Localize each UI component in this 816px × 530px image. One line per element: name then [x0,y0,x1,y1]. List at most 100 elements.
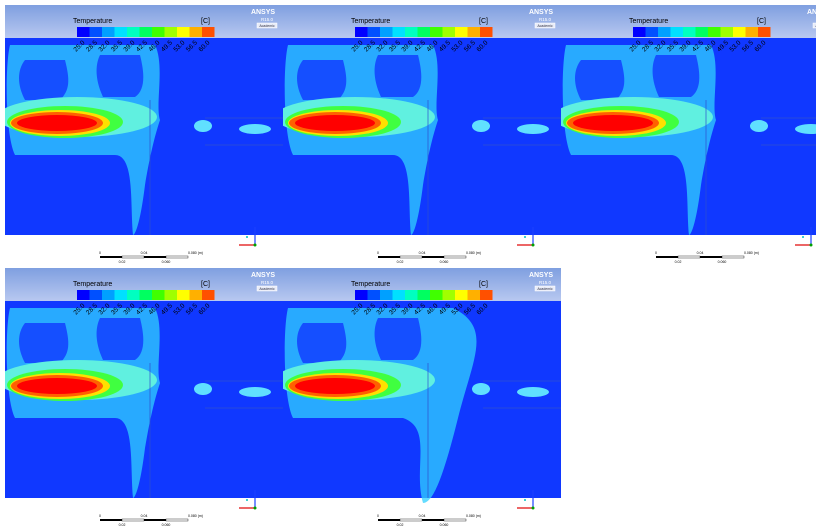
colorbar-segment [480,290,493,300]
scale-label: 0.080 (m) [466,251,481,255]
colorbar-segment [646,27,659,37]
scale-label: 0.080 (m) [466,514,481,518]
scale-bar [378,519,400,521]
colorbar-segment [115,27,128,37]
scale-bar [166,519,188,521]
legend-unit: [C] [201,281,210,288]
footer [561,235,816,267]
contour-small [239,387,271,397]
colorbar-segment [355,290,368,300]
scale-label: 0.02 [397,523,404,527]
colorbar-segment [355,27,368,37]
contour-small [194,120,212,132]
scale-bar [378,256,400,258]
colorbar-segment [708,27,721,37]
scale-label: 0 [377,514,379,518]
screenshot: Temperature[C]25.028.532.035.539.042.546… [0,0,816,528]
colorbar-segment [455,27,468,37]
scale-label: 0.060 [440,260,449,264]
colorbar-segment [177,27,190,37]
legend-unit: [C] [757,18,766,25]
legend-title: Temperature [351,281,390,288]
colorbar-segment [380,27,393,37]
colorbar-segment [480,27,493,37]
logo-license: Academic [537,24,553,28]
scale-bar [166,256,188,258]
scale-label: 0.02 [119,523,126,527]
scale-label: 0.04 [419,514,426,518]
colorbar-segment [368,290,381,300]
contour-red [573,115,653,131]
colorbar-segment [443,290,456,300]
contour-plot: Temperature[C]25.028.532.035.539.042.546… [5,5,283,267]
contour-blue-hole [97,55,144,97]
colorbar-segment [202,290,215,300]
scale-bar [100,519,122,521]
axis-z [524,499,526,501]
colorbar-segment [190,27,203,37]
contour-small [472,120,490,132]
scale-label: 0.02 [119,260,126,264]
scale-label: 0 [655,251,657,255]
scale-label: 0.080 (m) [188,251,203,255]
colorbar-segment [152,27,165,37]
contour-red [295,115,375,131]
scale-label: 0.04 [697,251,704,255]
colorbar-segment [671,27,684,37]
legend-unit: [C] [201,18,210,25]
colorbar-segment [202,27,215,37]
contour-blue-hole [297,323,346,363]
legend-title: Temperature [73,281,112,288]
logo-license: Academic [259,287,275,291]
colorbar-segment [177,290,190,300]
colorbar-segment [102,27,115,37]
colorbar-segment [430,27,443,37]
logo-version: R15.0 [539,17,552,22]
contour-blue-hole [653,55,700,97]
contour-small [750,120,768,132]
axis-z [802,236,804,238]
scale-bar [678,256,700,258]
contour-small [239,124,271,134]
scale-label: 0.080 (m) [744,251,759,255]
colorbar-segment [721,27,734,37]
colorbar-segment [405,290,418,300]
colorbar-segment [393,290,406,300]
scale-bar [144,519,166,521]
logo-brand: ANSYS [807,9,816,16]
colorbar-segment [190,290,203,300]
contour-blue-hole [297,60,346,100]
colorbar-segment [443,27,456,37]
colorbar-segment [696,27,709,37]
logo-license: Academic [259,24,275,28]
axis-z [524,236,526,238]
logo-version: R15.0 [261,280,274,285]
contour-blue-hole [375,318,422,360]
contour-blue-hole [19,323,68,363]
scale-bar [100,256,122,258]
colorbar-segment [115,290,128,300]
logo-brand: ANSYS [251,9,275,16]
scale-bar [444,519,466,521]
contour-plot: Temperature[C]25.028.532.035.539.042.546… [283,268,561,530]
logo-brand: ANSYS [529,272,553,279]
logo-license: Academic [537,287,553,291]
logo-version: R15.0 [261,17,274,22]
colorbar-segment [468,290,481,300]
legend-title: Temperature [351,18,390,25]
scale-bar [122,519,144,521]
colorbar-segment [140,27,153,37]
scale-bar [444,256,466,258]
colorbar-segment [393,27,406,37]
logo-brand: ANSYS [529,9,553,16]
colorbar-segment [127,290,140,300]
scale-label: 0.04 [419,251,426,255]
legend-unit: [C] [479,281,488,288]
contour-plot: Temperature[C]25.028.532.035.539.042.546… [283,5,561,267]
scale-label: 0.060 [162,260,171,264]
logo-brand: ANSYS [251,272,275,279]
colorbar-segment [90,27,103,37]
colorbar-segment [418,290,431,300]
colorbar-segment [165,27,178,37]
